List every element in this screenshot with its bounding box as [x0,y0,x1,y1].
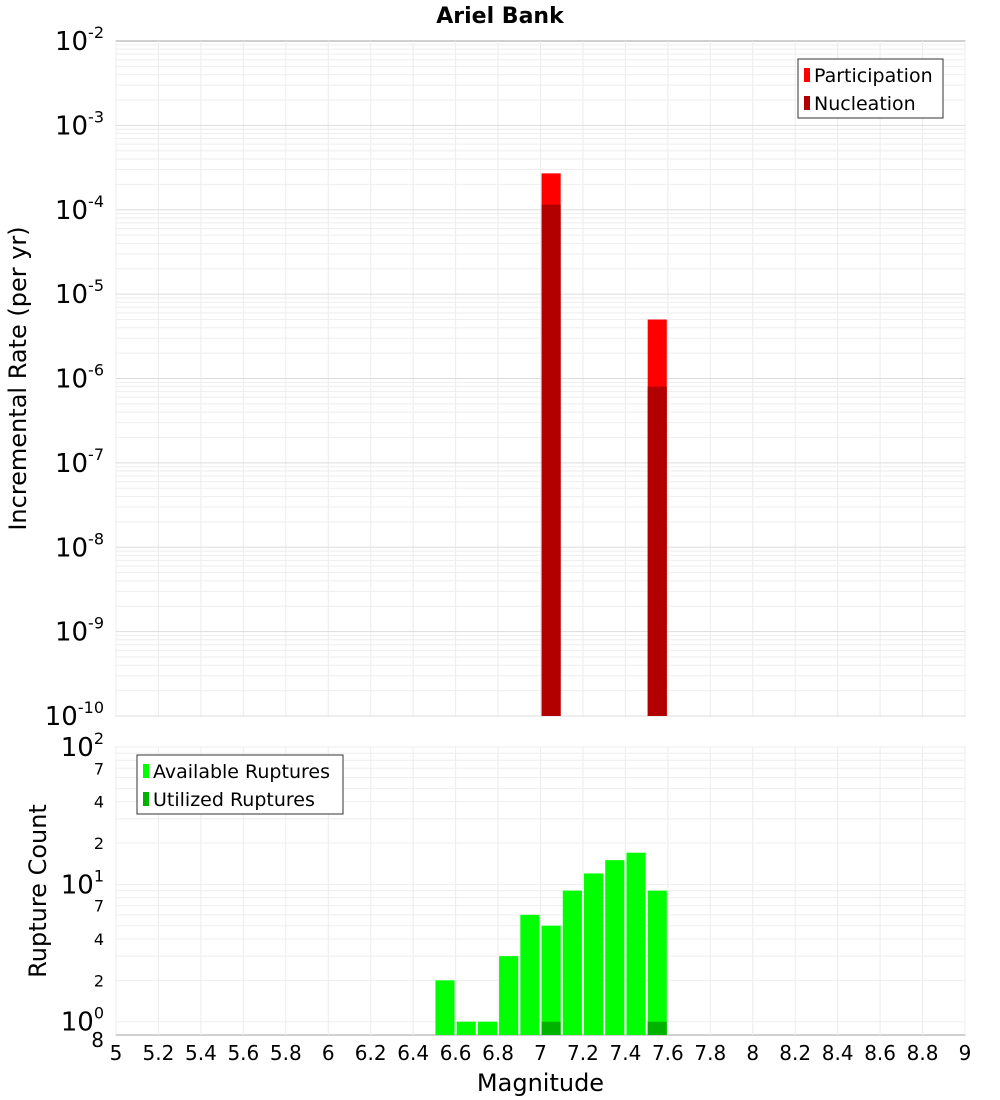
y-minor-tick-label: 4 [94,930,104,949]
x-tick-label: 6.4 [397,1041,429,1065]
bottom-plot-bars [435,852,667,1035]
y-tick-label: 10-10 [45,698,104,732]
legend-box [136,754,344,815]
x-tick-label: 5.2 [143,1041,175,1065]
y-tick-label: 10-8 [55,529,104,563]
legend-label: Nucleation [814,93,916,115]
y-minor-tick-label: 2 [94,971,104,990]
x-tick-label: 5.4 [185,1041,217,1065]
x-tick-label: 8.4 [822,1041,854,1065]
top-y-axis-label: Incremental Rate (per yr) [4,226,32,530]
available-ruptures-bar [541,925,561,1035]
y-tick-label: 10-9 [55,614,104,648]
x-tick-label: 9 [959,1041,972,1065]
y-tick-label: 10-2 [55,23,104,57]
top-plot-bars [541,173,667,717]
x-tick-label: 7.8 [694,1041,726,1065]
legend-box [797,58,944,119]
y-bottom-tick-label: 8 [91,1028,104,1052]
bottom-plot: 100 101 102 2 4 7 2 4 7 8 5 5.2 5.4 5.6 5.8 6 6.2 6.4 6.6… [24,729,971,1097]
bottom-y-ticks: 100 101 102 2 4 7 2 4 7 8 [61,729,104,1052]
x-tick-label: 5.8 [270,1041,302,1065]
x-ticks: 5 5.2 5.4 5.6 5.8 6 6.2 6.4 6.6 6.8 7 7.2 7.4 7.6 7.8 8… [110,1041,972,1065]
x-tick-label: 8.2 [779,1041,811,1065]
x-tick-label: 5.6 [227,1041,259,1065]
x-tick-label: 7.4 [609,1041,641,1065]
y-tick-label: 101 [61,866,104,900]
legend-label: Utilized Ruptures [153,789,315,811]
available-ruptures-bar [584,873,604,1035]
available-ruptures-bar [520,914,540,1035]
x-tick-label: 6 [322,1041,335,1065]
legend-swatch [143,792,149,806]
y-tick-label: 10-4 [55,192,104,226]
y-tick-label: 10-6 [55,361,104,395]
chart-title: Ariel Bank [436,4,565,29]
x-tick-label: 6.6 [440,1041,472,1065]
available-ruptures-bar [626,852,646,1035]
legend-swatch [143,764,149,778]
y-minor-tick-label: 2 [94,834,104,853]
x-tick-label: 7.6 [652,1041,684,1065]
top-legend: Participation Nucleation [797,58,944,119]
y-tick-label: 102 [61,729,104,763]
top-plot: 10-10 10-9 10-8 10-7 10-6 10-5 10-4 10-3 10-2 Ar… [4,4,966,732]
bottom-y-axis-label: Rupture Count [24,804,52,978]
available-ruptures-bar [499,956,519,1035]
y-tick-label: 10-5 [55,276,104,310]
legend-swatch [804,68,810,82]
nucleation-bar [647,386,667,716]
x-tick-label: 7.2 [567,1041,599,1065]
bottom-legend: Available Ruptures Utilized Ruptures [136,754,344,815]
utilized-ruptures-bar [541,1021,561,1035]
legend-swatch [804,96,810,110]
y-tick-label: 100 [61,1004,104,1038]
y-minor-tick-label: 7 [94,759,104,778]
x-tick-label: 8 [746,1041,759,1065]
available-ruptures-bar [456,1021,476,1035]
legend-label: Available Ruptures [153,761,330,783]
top-plot-grid [115,41,966,717]
x-axis-label: Magnitude [477,1069,604,1097]
available-ruptures-bar [605,860,625,1035]
available-ruptures-bar [647,890,667,1035]
x-tick-label: 8.6 [864,1041,896,1065]
utilized-ruptures-bar [647,1021,667,1035]
legend-label: Participation [814,65,933,87]
y-minor-tick-label: 7 [94,897,104,916]
top-y-ticks: 10-10 10-9 10-8 10-7 10-6 10-5 10-4 10-3 10-2 [45,23,104,732]
available-ruptures-bar [562,890,582,1035]
x-tick-label: 5 [110,1041,123,1065]
y-minor-tick-label: 4 [94,793,104,812]
y-tick-label: 10-3 [55,107,104,141]
x-tick-label: 6.2 [355,1041,387,1065]
x-tick-label: 6.8 [482,1041,514,1065]
x-tick-label: 8.8 [907,1041,939,1065]
x-tick-label: 7 [534,1041,547,1065]
y-tick-label: 10-7 [55,445,104,479]
nucleation-bar [541,204,561,717]
available-ruptures-bar [477,1021,497,1035]
bottom-plot-grid [115,746,966,1035]
available-ruptures-bar [435,980,455,1035]
